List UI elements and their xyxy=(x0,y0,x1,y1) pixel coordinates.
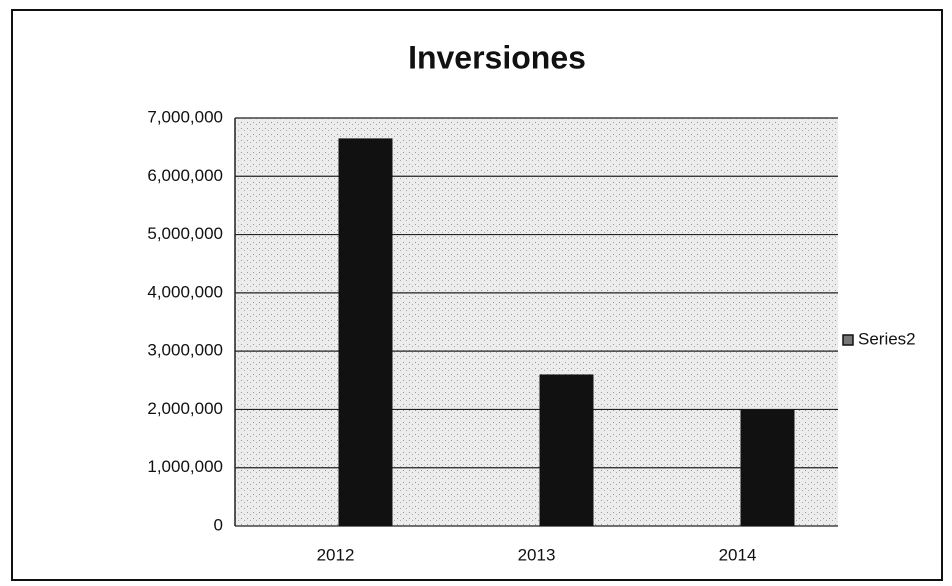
bar xyxy=(740,409,795,526)
y-tick-label: 3,000,000 xyxy=(147,341,223,360)
chart-title: Inversiones xyxy=(408,39,586,75)
legend-swatch xyxy=(842,334,854,346)
y-tick-label: 2,000,000 xyxy=(147,399,223,418)
bar xyxy=(539,374,594,526)
y-tick-label: 0 xyxy=(214,515,223,534)
x-tick-label: 2014 xyxy=(719,545,757,564)
y-tick-label: 1,000,000 xyxy=(147,457,223,476)
legend-label: Series2 xyxy=(858,329,916,348)
plot-area xyxy=(235,118,838,526)
y-tick-label: 7,000,000 xyxy=(147,107,223,126)
y-tick-label: 4,000,000 xyxy=(147,282,223,301)
bar xyxy=(338,138,393,526)
x-tick-label: 2012 xyxy=(317,545,355,564)
y-tick-label: 6,000,000 xyxy=(147,166,223,185)
y-tick-label: 5,000,000 xyxy=(147,224,223,243)
x-tick-label: 2013 xyxy=(518,545,556,564)
